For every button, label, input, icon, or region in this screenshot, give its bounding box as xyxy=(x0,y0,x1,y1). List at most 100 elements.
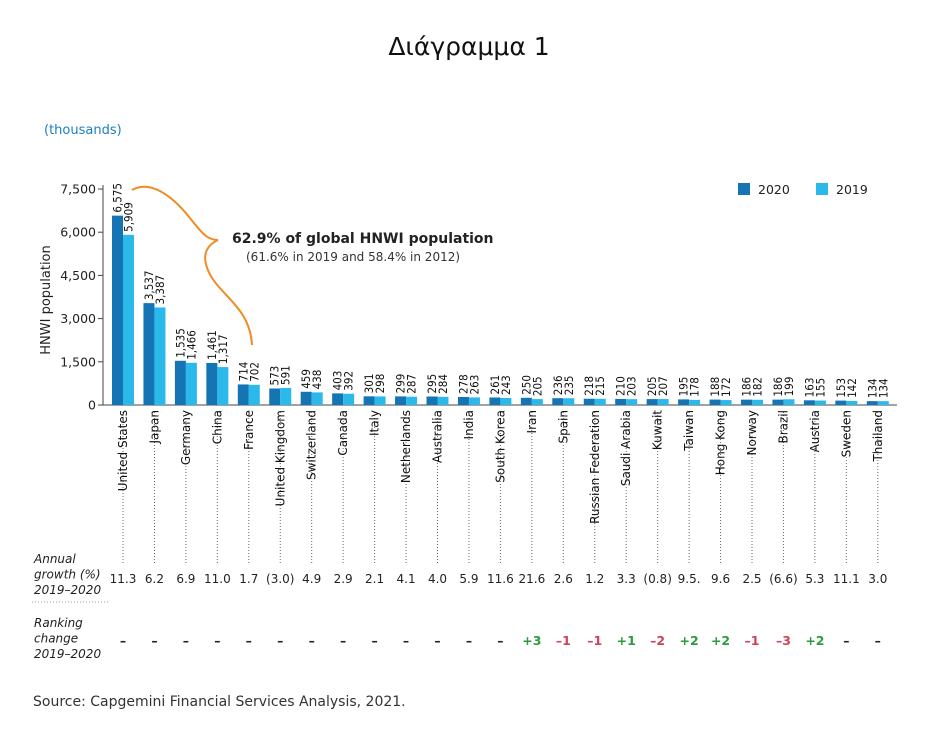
value-label-2019: 215 xyxy=(593,376,607,396)
value-label-2020: 6,575 xyxy=(111,183,125,213)
value-label-2019: 182 xyxy=(751,377,765,397)
growth-value: 21.6 xyxy=(518,572,545,586)
growth-value: 11.6 xyxy=(487,572,514,586)
legend-swatch-2020 xyxy=(738,183,750,195)
value-label-2019: 5,909 xyxy=(122,202,136,232)
value-label-2020: 301 xyxy=(362,374,376,394)
annotation-sub-text: (61.6% in 2019 and 58.4% in 2012) xyxy=(246,250,460,264)
category-label: Norway xyxy=(745,410,759,456)
ranking-value: – xyxy=(246,633,252,648)
category-label: South Korea xyxy=(493,410,507,483)
bar-2020 xyxy=(395,396,407,405)
value-label-2019: 284 xyxy=(436,374,450,394)
bar-2019 xyxy=(374,396,386,405)
growth-value: 6.9 xyxy=(176,572,195,586)
bar-2019 xyxy=(720,400,732,405)
value-label-2019: 1,466 xyxy=(184,330,198,360)
growth-value: 4.1 xyxy=(397,572,416,586)
value-label-2020: 573 xyxy=(268,366,282,386)
bar-2019 xyxy=(657,399,669,405)
legend-label-2020: 2020 xyxy=(758,182,790,197)
ranking-value: –1 xyxy=(587,633,602,648)
bar-2019 xyxy=(531,399,543,405)
y-tick-label: 1,500 xyxy=(60,354,96,369)
growth-value: (0.8) xyxy=(643,572,671,586)
ranking-value: – xyxy=(875,633,881,648)
value-label-2019: 207 xyxy=(656,376,670,396)
value-label-2020: 250 xyxy=(519,375,533,395)
value-label-2019: 3,387 xyxy=(153,275,167,305)
category-label: Netherlands xyxy=(399,410,413,483)
category-label: Saudi Arabia xyxy=(619,410,633,486)
growth-value: 11.3 xyxy=(110,572,137,586)
ranking-row-label: Ranking xyxy=(34,616,83,630)
category-label: Australia xyxy=(431,410,445,463)
growth-value: 1.2 xyxy=(585,572,604,586)
legend-swatch-2019 xyxy=(816,183,828,195)
value-label-2020: 188 xyxy=(708,377,722,397)
bar-2019 xyxy=(594,398,606,405)
ranking-value: +1 xyxy=(617,633,636,648)
bar-2019 xyxy=(626,399,638,405)
ranking-value: –2 xyxy=(650,633,665,648)
growth-row-label: Annual xyxy=(33,552,76,566)
value-label-2019: 235 xyxy=(562,375,576,395)
bar-2019 xyxy=(846,400,858,405)
ranking-value: +2 xyxy=(680,633,699,648)
legend-label-2019: 2019 xyxy=(836,182,868,197)
category-label: Canada xyxy=(336,410,350,456)
bar-2020 xyxy=(615,398,627,405)
category-label: France xyxy=(242,410,256,450)
value-label-2019: 392 xyxy=(342,371,356,391)
bar-2020 xyxy=(772,399,784,405)
value-label-2019: 702 xyxy=(247,362,261,382)
growth-value: 4.9 xyxy=(302,572,321,586)
bar-2019 xyxy=(689,399,701,405)
value-label-2020: 295 xyxy=(425,374,439,394)
ranking-row-label: change xyxy=(34,632,78,646)
ranking-value: –1 xyxy=(745,633,760,648)
growth-value: 3.3 xyxy=(617,572,636,586)
bar-2019 xyxy=(814,400,826,405)
category-label: Russian Federation xyxy=(588,410,602,524)
bar-2019 xyxy=(563,398,575,405)
ranking-value: – xyxy=(151,633,157,648)
value-label-2019: 134 xyxy=(876,378,890,398)
ranking-value: – xyxy=(309,633,315,648)
ranking-value: – xyxy=(497,633,503,648)
category-label: Kuwait xyxy=(651,410,665,450)
bar-2020 xyxy=(426,396,438,405)
growth-value: 1.7 xyxy=(239,572,258,586)
bar-2020 xyxy=(646,399,658,405)
growth-value: 2.5 xyxy=(742,572,761,586)
value-label-2020: 714 xyxy=(236,362,250,382)
bar-2019 xyxy=(185,362,197,405)
bar-2020 xyxy=(363,396,375,405)
bar-2020 xyxy=(300,391,312,405)
value-label-2020: 261 xyxy=(488,375,502,395)
ranking-row-label: 2019–2020 xyxy=(34,647,101,661)
value-label-2020: 210 xyxy=(614,376,628,396)
value-label-2020: 195 xyxy=(677,377,691,397)
value-label-2019: 155 xyxy=(813,378,827,398)
bar-2019 xyxy=(437,396,449,405)
value-label-2020: 3,537 xyxy=(142,271,156,301)
bar-2020 xyxy=(520,397,532,405)
chart-title: Διάγραμμα 1 xyxy=(388,32,550,61)
bar-2020 xyxy=(803,400,815,405)
bar-2020 xyxy=(143,303,155,405)
bar-2019 xyxy=(468,397,480,405)
growth-value: 11.1 xyxy=(833,572,860,586)
growth-row-label: 2019–2020 xyxy=(34,583,101,597)
growth-value: 2.9 xyxy=(334,572,353,586)
ranking-value: – xyxy=(214,633,220,648)
growth-row-label: growth (%) xyxy=(34,568,101,582)
value-label-2020: 186 xyxy=(740,377,754,397)
bar-2020 xyxy=(332,393,344,405)
bar-2020 xyxy=(866,401,878,405)
category-label: Brazil xyxy=(776,410,790,444)
bar-2020 xyxy=(112,215,123,405)
value-label-2020: 459 xyxy=(299,369,313,389)
bar-2019 xyxy=(248,384,260,405)
